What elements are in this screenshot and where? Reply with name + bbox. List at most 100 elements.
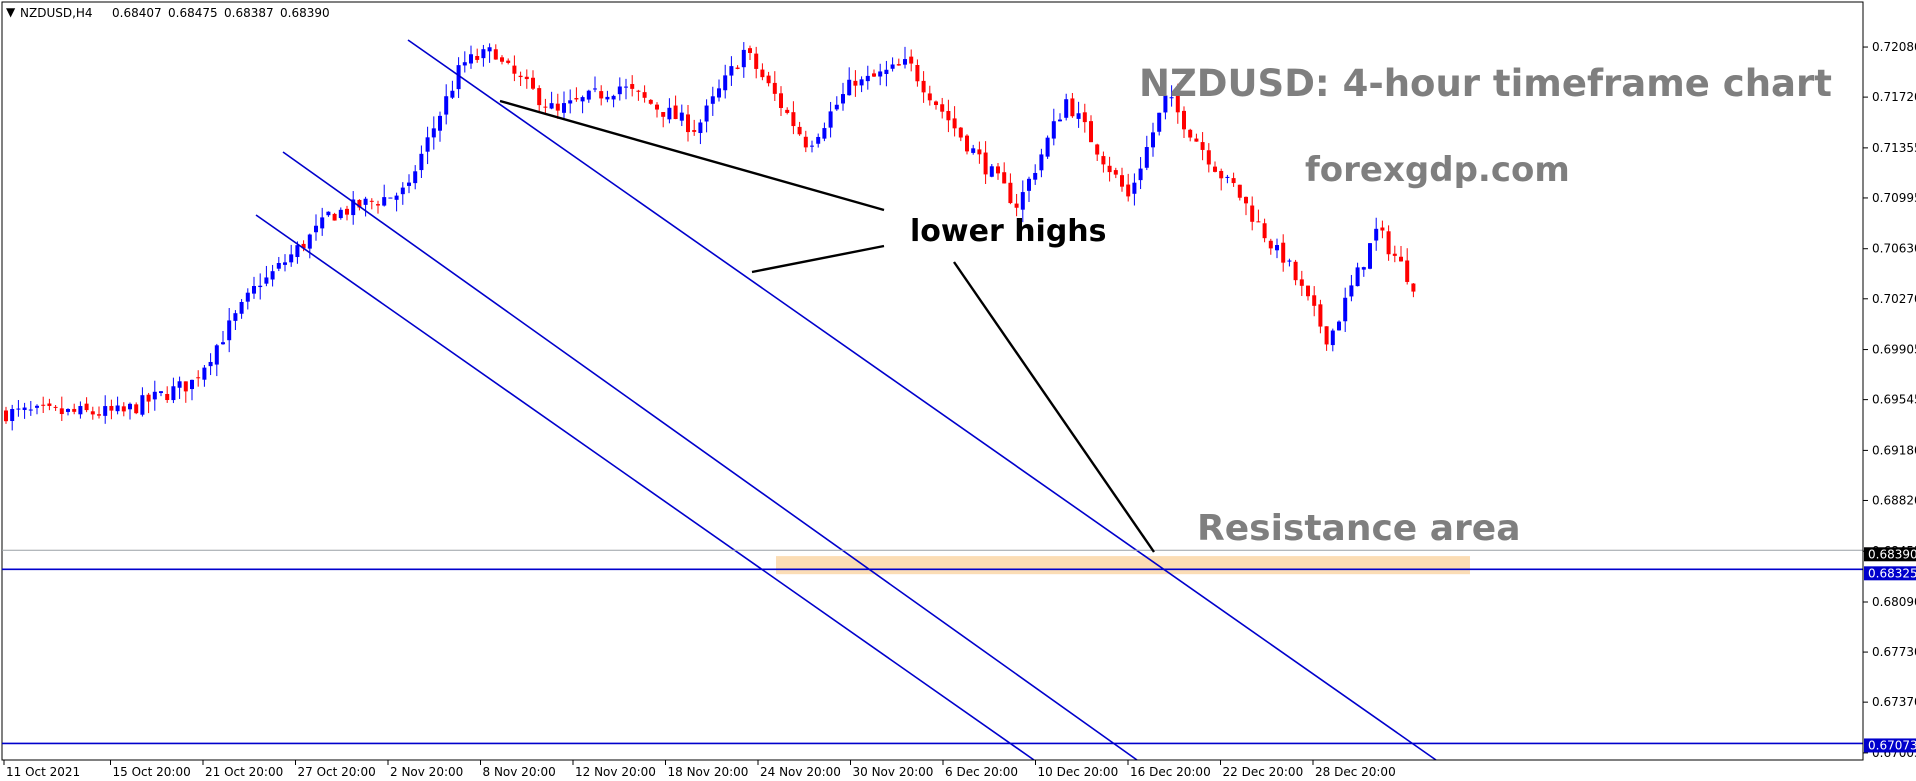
- candle-body: [1355, 267, 1360, 287]
- candle-body: [481, 49, 486, 59]
- time-tick-label: 6 Dec 20:00: [945, 765, 1018, 779]
- candle-body: [599, 91, 604, 99]
- candle-body: [165, 393, 170, 401]
- candle-body: [1219, 170, 1224, 179]
- level-tag-lower: 0.67073: [1868, 738, 1916, 752]
- candle-body: [952, 118, 957, 129]
- candle-body: [196, 377, 201, 379]
- candle-body: [84, 403, 89, 411]
- candle-body: [909, 56, 914, 64]
- candle-body: [667, 107, 672, 120]
- candle-body: [419, 153, 424, 171]
- candle-body: [890, 64, 895, 69]
- candle-body: [996, 166, 1000, 174]
- chart-title-annotation: NZDUSD: 4-hour timeframe chart: [1139, 62, 1832, 105]
- candle-body: [828, 111, 833, 128]
- candle-body: [983, 152, 988, 175]
- level-tag-upper-bg: [1864, 566, 1916, 581]
- candle-body: [760, 69, 765, 78]
- candle-body: [66, 409, 70, 412]
- candle-body: [407, 182, 411, 186]
- candle-body: [152, 391, 157, 400]
- candle-body: [1169, 97, 1174, 99]
- time-tick-label: 15 Oct 20:00: [113, 765, 191, 779]
- time-tick-label: 22 Dec 20:00: [1223, 765, 1304, 779]
- candle-body: [766, 75, 771, 84]
- candle-body: [1138, 168, 1143, 181]
- lower-highs-pointers: [499, 99, 1155, 553]
- candle-body: [853, 80, 858, 86]
- candle-body: [1349, 285, 1354, 297]
- candle-body: [1126, 184, 1131, 197]
- candle-body: [109, 405, 114, 411]
- chart-header: ▼ NZDUSD,H4 0.68407 0.68475 0.68387 0.68…: [6, 5, 330, 20]
- candle-body: [22, 407, 27, 411]
- site-watermark: forexgdp.com: [1305, 150, 1570, 190]
- candle-body: [1194, 138, 1199, 142]
- candle-body: [847, 79, 852, 96]
- candle-body: [593, 88, 597, 90]
- candle-body: [1188, 129, 1193, 138]
- candle-body: [450, 90, 455, 98]
- time-tick-label: 2 Nov 20:00: [390, 765, 463, 779]
- candle-body: [537, 88, 542, 106]
- candle-body: [1380, 227, 1385, 231]
- time-tick-label: 10 Dec 20:00: [1038, 765, 1119, 779]
- candle-body: [90, 411, 95, 415]
- candle-body: [171, 386, 176, 401]
- candle-body: [462, 62, 467, 66]
- price-tags: 0.68390 0.68325 0.67073: [1864, 547, 1916, 753]
- candle-body: [797, 126, 802, 135]
- candle-body: [1076, 113, 1081, 119]
- candle-body: [648, 99, 653, 104]
- candle-body: [264, 277, 269, 284]
- candle-body: [425, 137, 430, 152]
- candle-body: [1020, 192, 1025, 210]
- candle-body: [208, 361, 213, 367]
- candle-body: [1250, 205, 1255, 222]
- channel-middle-line: [282, 151, 1138, 761]
- candle-body: [611, 95, 616, 100]
- candle-body: [915, 64, 920, 82]
- candle-body: [1182, 110, 1186, 130]
- time-tick-label: 16 Dec 20:00: [1130, 765, 1211, 779]
- candle-body: [1008, 182, 1013, 204]
- candle-body: [28, 409, 33, 411]
- time-tick-label: 18 Nov 20:00: [668, 765, 749, 779]
- candle-body: [989, 166, 994, 177]
- candle-body: [779, 93, 783, 109]
- candle-body: [1392, 253, 1397, 256]
- candle-body: [791, 112, 796, 127]
- candle-body: [679, 112, 684, 121]
- time-tick-label: 11 Oct 2021: [6, 765, 80, 779]
- svg-text:▼: ▼: [6, 5, 16, 19]
- candle-body: [1337, 321, 1341, 331]
- candle-body: [500, 57, 504, 62]
- candle-body: [289, 254, 294, 263]
- candle-body: [1318, 304, 1323, 327]
- candle-body: [134, 404, 139, 414]
- candle-body: [921, 80, 926, 93]
- pointer-line-1: [499, 99, 885, 212]
- candle-body: [1237, 184, 1242, 198]
- candle-body: [1045, 137, 1050, 157]
- candle-body: [376, 204, 380, 206]
- candle-body: [221, 342, 225, 345]
- time-axis: 11 Oct 2021 15 Oct 20:00 21 Oct 20:00 27 Oc…: [2, 759, 1863, 779]
- candle-body: [1306, 285, 1310, 297]
- candle-body: [1200, 142, 1205, 150]
- candle-body: [351, 199, 356, 216]
- candle-body: [1151, 132, 1155, 148]
- candle-body: [729, 66, 734, 76]
- candle-body: [1070, 98, 1075, 117]
- candle-body: [977, 149, 982, 155]
- candle-body: [400, 187, 405, 195]
- candle-body: [233, 313, 238, 321]
- candle-body: [78, 406, 83, 415]
- candle-body: [97, 414, 101, 416]
